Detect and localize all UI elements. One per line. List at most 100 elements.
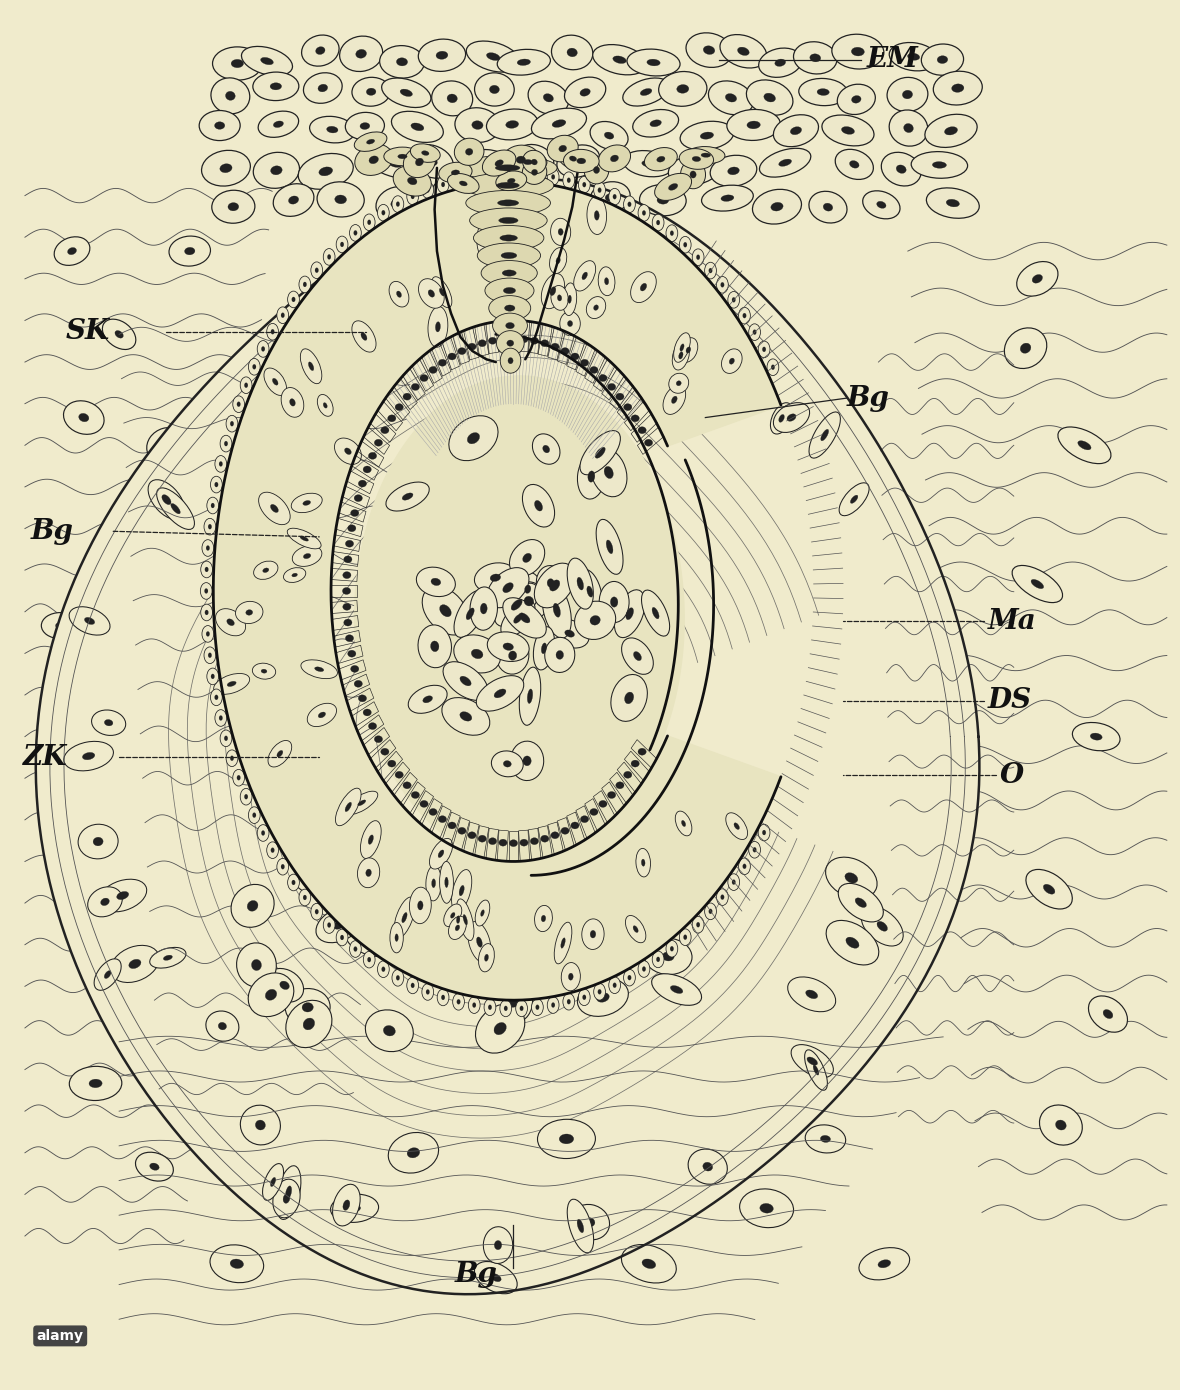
Ellipse shape bbox=[368, 452, 376, 459]
Ellipse shape bbox=[206, 669, 218, 685]
Ellipse shape bbox=[381, 748, 389, 755]
Ellipse shape bbox=[201, 562, 212, 578]
Ellipse shape bbox=[136, 1152, 173, 1182]
Ellipse shape bbox=[863, 190, 900, 218]
Ellipse shape bbox=[363, 937, 375, 945]
Ellipse shape bbox=[319, 712, 326, 717]
Ellipse shape bbox=[582, 919, 604, 949]
Ellipse shape bbox=[497, 331, 524, 356]
Ellipse shape bbox=[1012, 566, 1062, 603]
Ellipse shape bbox=[420, 801, 428, 808]
Ellipse shape bbox=[360, 820, 381, 859]
Ellipse shape bbox=[771, 203, 784, 211]
Ellipse shape bbox=[551, 285, 569, 310]
Ellipse shape bbox=[489, 296, 531, 321]
Ellipse shape bbox=[511, 599, 523, 610]
Ellipse shape bbox=[219, 716, 223, 720]
Ellipse shape bbox=[490, 574, 500, 581]
Ellipse shape bbox=[232, 770, 244, 785]
Ellipse shape bbox=[205, 1011, 238, 1041]
Ellipse shape bbox=[303, 1017, 315, 1030]
Ellipse shape bbox=[442, 662, 489, 701]
Ellipse shape bbox=[467, 343, 476, 350]
Ellipse shape bbox=[210, 1245, 263, 1283]
Ellipse shape bbox=[739, 307, 750, 324]
Ellipse shape bbox=[851, 495, 858, 503]
Ellipse shape bbox=[457, 899, 474, 941]
Ellipse shape bbox=[368, 723, 376, 730]
Ellipse shape bbox=[346, 635, 354, 642]
Ellipse shape bbox=[236, 942, 276, 987]
Ellipse shape bbox=[1056, 1120, 1067, 1130]
Ellipse shape bbox=[274, 183, 314, 217]
Ellipse shape bbox=[832, 35, 884, 70]
Ellipse shape bbox=[346, 335, 353, 345]
Ellipse shape bbox=[114, 331, 123, 338]
Ellipse shape bbox=[412, 384, 419, 391]
Ellipse shape bbox=[472, 1002, 476, 1008]
Ellipse shape bbox=[609, 189, 621, 204]
Ellipse shape bbox=[211, 674, 215, 678]
Ellipse shape bbox=[85, 617, 94, 624]
Ellipse shape bbox=[597, 992, 609, 1002]
Ellipse shape bbox=[267, 842, 278, 859]
Ellipse shape bbox=[460, 676, 471, 685]
Ellipse shape bbox=[657, 196, 669, 204]
Ellipse shape bbox=[506, 322, 514, 329]
Ellipse shape bbox=[504, 760, 511, 767]
Ellipse shape bbox=[826, 920, 879, 965]
Ellipse shape bbox=[904, 124, 913, 132]
Ellipse shape bbox=[680, 149, 714, 170]
Ellipse shape bbox=[721, 282, 725, 288]
Ellipse shape bbox=[288, 874, 300, 891]
Ellipse shape bbox=[531, 108, 586, 139]
Ellipse shape bbox=[903, 90, 912, 99]
Ellipse shape bbox=[431, 578, 441, 585]
Ellipse shape bbox=[499, 336, 507, 343]
Ellipse shape bbox=[494, 160, 504, 167]
Ellipse shape bbox=[721, 895, 725, 899]
Ellipse shape bbox=[627, 49, 680, 76]
Ellipse shape bbox=[748, 324, 760, 341]
Ellipse shape bbox=[753, 329, 756, 335]
Ellipse shape bbox=[732, 297, 735, 302]
Ellipse shape bbox=[481, 260, 537, 285]
Ellipse shape bbox=[599, 581, 629, 623]
Ellipse shape bbox=[516, 573, 540, 606]
Ellipse shape bbox=[484, 1227, 512, 1264]
Ellipse shape bbox=[701, 153, 710, 157]
Ellipse shape bbox=[392, 111, 444, 142]
Ellipse shape bbox=[354, 132, 387, 152]
Ellipse shape bbox=[693, 157, 701, 161]
Ellipse shape bbox=[363, 299, 371, 309]
Ellipse shape bbox=[763, 93, 775, 101]
Ellipse shape bbox=[545, 638, 575, 673]
Ellipse shape bbox=[303, 282, 307, 286]
Ellipse shape bbox=[590, 182, 630, 213]
Ellipse shape bbox=[129, 959, 140, 969]
Ellipse shape bbox=[550, 580, 559, 591]
Ellipse shape bbox=[346, 541, 354, 548]
Ellipse shape bbox=[799, 78, 847, 106]
Ellipse shape bbox=[622, 1244, 676, 1283]
Polygon shape bbox=[354, 375, 684, 862]
Ellipse shape bbox=[673, 341, 689, 370]
Ellipse shape bbox=[398, 154, 407, 158]
Ellipse shape bbox=[393, 165, 431, 196]
Ellipse shape bbox=[457, 916, 460, 923]
Ellipse shape bbox=[211, 190, 255, 224]
Ellipse shape bbox=[404, 146, 435, 178]
Ellipse shape bbox=[704, 263, 716, 279]
Ellipse shape bbox=[558, 149, 588, 170]
Ellipse shape bbox=[500, 235, 518, 240]
Ellipse shape bbox=[670, 947, 674, 951]
Ellipse shape bbox=[824, 203, 833, 211]
Ellipse shape bbox=[577, 158, 585, 164]
Ellipse shape bbox=[232, 396, 244, 413]
Ellipse shape bbox=[523, 160, 546, 185]
Ellipse shape bbox=[742, 863, 746, 869]
Ellipse shape bbox=[516, 232, 520, 243]
Ellipse shape bbox=[680, 929, 691, 945]
Ellipse shape bbox=[856, 898, 866, 908]
Ellipse shape bbox=[389, 923, 404, 952]
